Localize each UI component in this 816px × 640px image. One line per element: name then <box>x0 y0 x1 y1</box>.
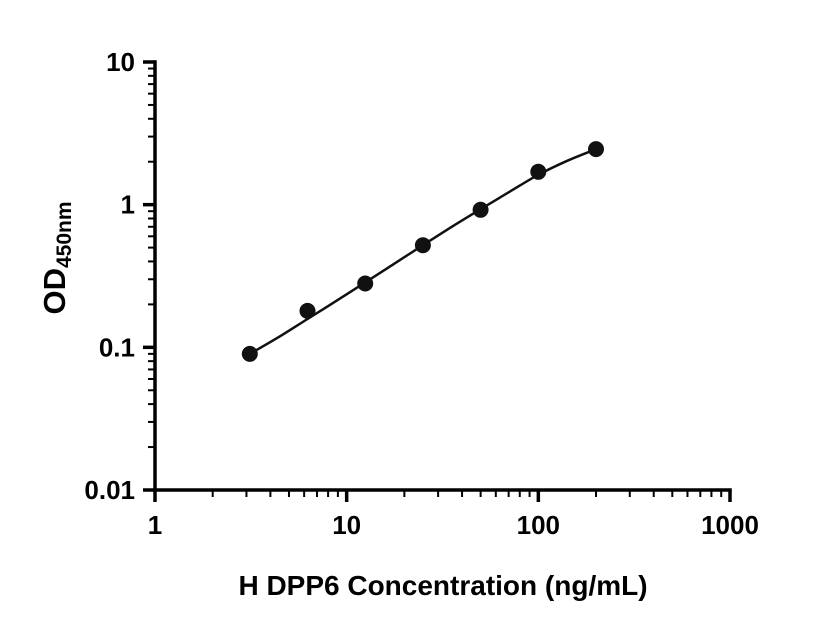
data-point <box>588 141 604 158</box>
axis-ticks: 1 10 100 1000 0.01 0.1 1 10 <box>84 47 759 540</box>
y-axis-title: OD450nm <box>37 201 77 314</box>
y-tick-label: 10 <box>106 47 135 77</box>
x-tick-label: 1000 <box>701 510 759 540</box>
data-point <box>414 237 431 254</box>
x-axis-title: H DPP6 Concentration (ng/mL) <box>238 570 648 601</box>
data-point <box>357 275 374 292</box>
x-tick-label: 100 <box>517 510 560 540</box>
data-point <box>299 302 316 319</box>
data-point <box>241 345 258 362</box>
y-axis-title-main: OD <box>37 268 72 315</box>
data-points <box>241 141 604 362</box>
y-tick-label: 1 <box>121 190 135 220</box>
x-tick-label: 10 <box>332 510 361 540</box>
y-tick-label: 0.01 <box>84 475 135 505</box>
x-tick-label: 1 <box>148 510 162 540</box>
y-tick-label: 0.1 <box>99 332 135 362</box>
data-point <box>530 163 547 180</box>
data-point <box>472 201 489 218</box>
axes <box>153 60 732 492</box>
y-axis-title-subscript: 450nm <box>53 201 76 269</box>
